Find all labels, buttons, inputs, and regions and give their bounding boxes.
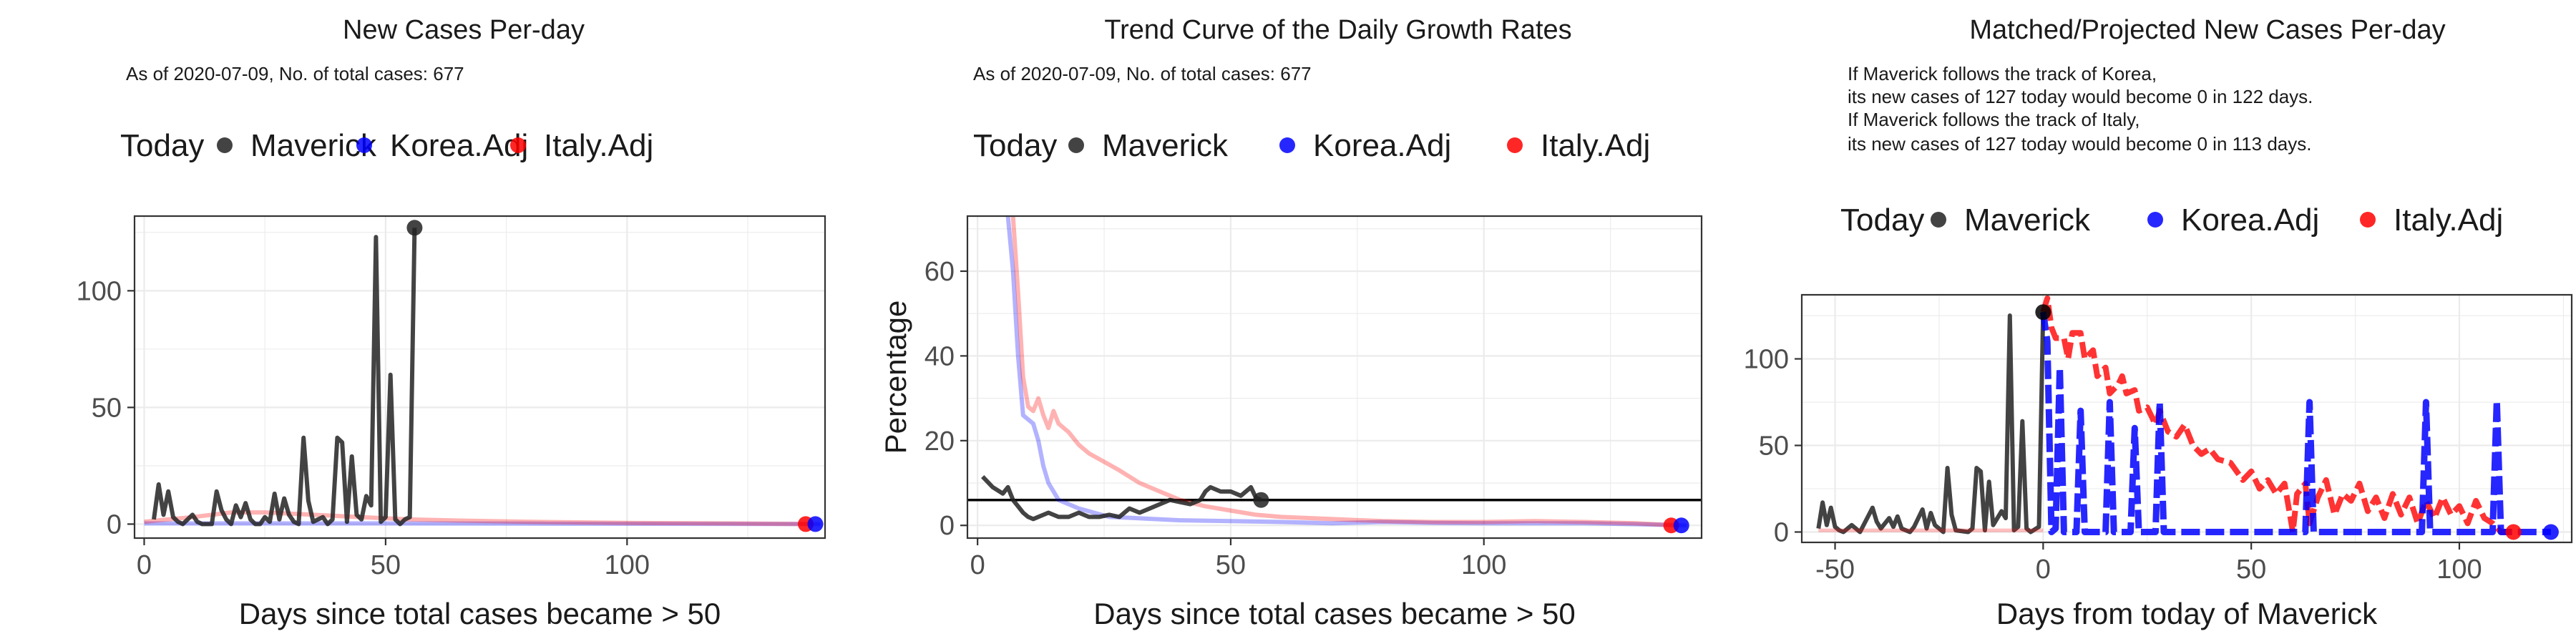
y-tick-label: 0 [107, 509, 122, 540]
y-tick-label: 100 [77, 276, 122, 306]
series-line-maverick [152, 228, 417, 527]
series-line-maverick [1816, 312, 2046, 535]
legend-key-italy-adj [2360, 212, 2376, 228]
legend-label-korea-adj: Korea.Adj [390, 128, 528, 163]
x-tick-label: 50 [2236, 555, 2266, 585]
legend-title: Today [1840, 203, 1924, 238]
chart-panel-1: New Cases Per-day As of 2020-07-09, No. o… [77, 15, 826, 630]
legend-key-italy-adj [1507, 137, 1523, 153]
x-axis-label: Days since total cases became > 50 [239, 597, 721, 630]
y-tick-label: 20 [924, 426, 955, 457]
today-point-maverick [2035, 304, 2051, 321]
x-tick-label: 100 [1461, 550, 1506, 580]
chart-title: New Cases Per-day [343, 15, 585, 45]
legend-label-korea-adj: Korea.Adj [1313, 128, 1451, 163]
plot-area [967, 216, 1702, 538]
legend-key-maverick [1931, 212, 1946, 228]
legend-label-maverick: Maverick [1964, 203, 2091, 238]
today-point-italy-adj [2505, 524, 2522, 540]
legend-label-italy-adj: Italy.Adj [544, 128, 653, 163]
chart-panel-3: Matched/Projected New Cases Per-day If Ma… [1744, 15, 2573, 630]
chart-subtitle: As of 2020-07-09, No. of total cases: 67… [973, 63, 1312, 84]
plot-border [133, 215, 826, 540]
series-line-korea-adj [2039, 311, 2551, 535]
chart-title: Matched/Projected New Cases Per-day [1969, 15, 2445, 45]
series-line-maverick [981, 475, 1262, 522]
chart-subtitle: As of 2020-07-09, No. of total cases: 67… [126, 63, 464, 84]
legend-key-italy-adj [510, 137, 526, 153]
x-axis-label: Days from today of Maverick [1996, 597, 2378, 630]
chart-subtitle-line: If Maverick follows the track of Italy, [1848, 109, 2140, 130]
y-tick-label: 0 [940, 511, 955, 541]
x-tick-label: 0 [137, 550, 152, 580]
plot-border [1800, 293, 2573, 544]
legend-key-maverick [217, 137, 233, 153]
legend-key-korea-adj [1279, 137, 1295, 153]
x-tick-label: 0 [2036, 555, 2051, 585]
chart-title: Trend Curve of the Daily Growth Rates [1104, 15, 1571, 45]
today-point-korea-adj [1673, 517, 1689, 534]
y-tick-label: 100 [1744, 345, 1789, 375]
plot-border [966, 215, 1703, 540]
y-tick-label: 60 [924, 257, 955, 287]
legend-key-maverick [1068, 137, 1084, 153]
x-tick-label: -50 [1815, 555, 1855, 585]
chart-subtitle-line: its new cases of 127 today would become … [1848, 86, 2313, 107]
y-tick-label: 50 [92, 393, 122, 423]
x-axis-label: Days since total cases became > 50 [1093, 597, 1576, 630]
legend-title: Today [120, 128, 204, 163]
grid [967, 216, 1702, 538]
series-line-italy-adj [1010, 215, 1677, 528]
y-tick-label: 40 [924, 341, 955, 371]
legend-key-korea-adj [2147, 212, 2163, 228]
x-tick-label: 50 [371, 550, 401, 580]
today-point-maverick [1253, 492, 1269, 508]
plot-area [135, 216, 825, 538]
legend-label-italy-adj: Italy.Adj [1541, 128, 1650, 163]
legend-title: Today [973, 128, 1057, 163]
legend-label-italy-adj: Italy.Adj [2394, 203, 2503, 238]
x-tick-label: 0 [970, 550, 985, 580]
chart-subtitle-line: If Maverick follows the track of Korea, [1848, 63, 2157, 84]
chart-subtitle-line: its new cases of 127 today would become … [1848, 133, 2311, 155]
today-point-maverick [406, 220, 423, 236]
today-point-korea-adj [807, 516, 824, 532]
x-tick-label: 100 [605, 550, 650, 580]
x-tick-label: 50 [1216, 550, 1246, 580]
y-axis-label: Percentage [879, 301, 912, 454]
legend-label-maverick: Maverick [250, 128, 377, 163]
today-point-korea-adj [2542, 524, 2559, 540]
grid [135, 216, 825, 538]
y-tick-label: 50 [1759, 431, 1789, 462]
series-line-korea-adj [144, 521, 821, 527]
chart-panel-2: Trend Curve of the Daily Growth Rates As … [879, 15, 1703, 630]
x-tick-label: 100 [2436, 555, 2482, 585]
y-tick-label: 0 [1774, 517, 1789, 547]
legend-label-maverick: Maverick [1102, 128, 1229, 163]
legend-key-korea-adj [356, 137, 372, 153]
legend-label-korea-adj: Korea.Adj [2181, 203, 2319, 238]
